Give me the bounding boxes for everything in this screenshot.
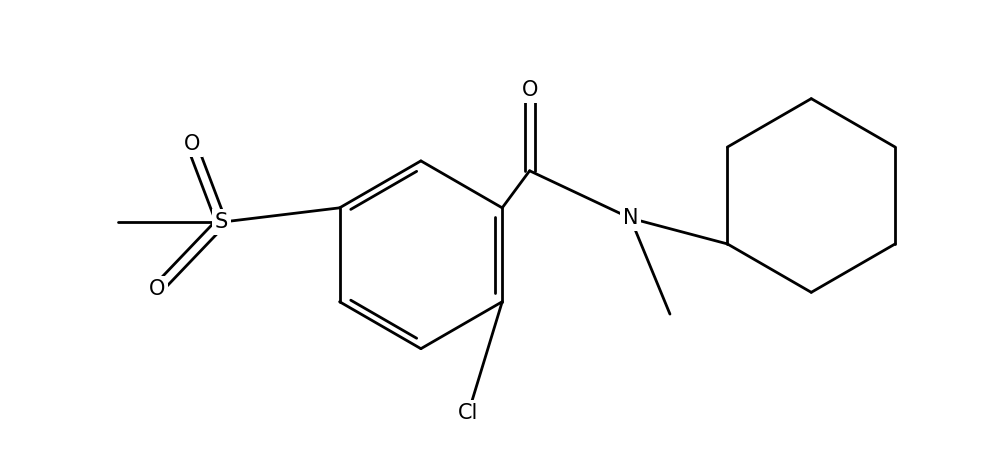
- Text: S: S: [215, 212, 228, 232]
- Text: O: O: [149, 279, 165, 300]
- Text: O: O: [522, 80, 538, 100]
- Text: N: N: [622, 208, 638, 228]
- Text: Cl: Cl: [458, 403, 478, 423]
- Text: O: O: [184, 134, 200, 154]
